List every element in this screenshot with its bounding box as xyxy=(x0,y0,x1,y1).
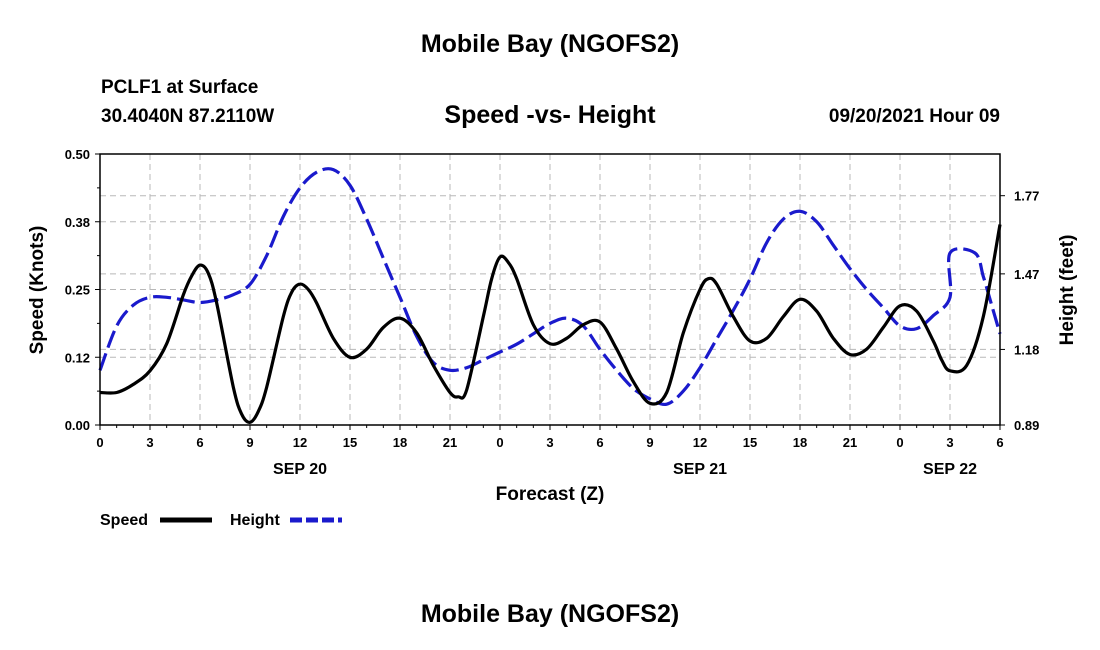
x-axis-title: Forecast (Z) xyxy=(496,484,605,505)
x-tick-label: 9 xyxy=(246,435,253,450)
legend: Speed Height xyxy=(100,512,342,529)
x-tick-label: 12 xyxy=(693,435,707,450)
chart-header-title: Mobile Bay (NGOFS2) xyxy=(420,30,680,58)
date-label: SEP 21 xyxy=(673,461,727,478)
grid-layer xyxy=(100,154,1000,425)
x-tick-label: 0 xyxy=(496,435,503,450)
x-tick-label: 9 xyxy=(646,435,653,450)
forecast-timestamp: 09/20/2021 Hour 09 xyxy=(828,106,1000,127)
date-label: SEP 22 xyxy=(923,461,977,478)
station-coordinates: 30.4040N 87.2110W xyxy=(101,106,275,127)
x-tick-label: 3 xyxy=(546,435,553,450)
x-tick-label: 0 xyxy=(96,435,103,450)
x-tick-label: 3 xyxy=(146,435,153,450)
date-label: SEP 20 xyxy=(273,461,327,478)
x-tick-label: 15 xyxy=(343,435,357,450)
x-tick-label: 6 xyxy=(596,435,603,450)
axis-layer: 0 3 6 9 12 15 18 21 0 3 6 9 12 15 18 21 0 3 6 SEP 20 SEP 21 S… xyxy=(65,147,1040,478)
y-tick-label-left: 0.50 xyxy=(65,147,90,162)
y-tick-label-left: 0.38 xyxy=(65,215,90,230)
x-tick-label: 21 xyxy=(843,435,857,450)
y-tick-label-left: 0.25 xyxy=(65,283,90,298)
x-tick-label: 21 xyxy=(443,435,457,450)
y-tick-label-right: 1.77 xyxy=(1014,189,1039,204)
x-tick-label: 15 xyxy=(743,435,757,450)
x-tick-label: 18 xyxy=(393,435,407,450)
right-axis-title: Height (feet) xyxy=(1057,235,1078,346)
x-tick-label: 18 xyxy=(793,435,807,450)
y-tick-label-right: 1.47 xyxy=(1014,267,1039,282)
x-tick-label: 0 xyxy=(896,435,903,450)
y-tick-label-right: 1.18 xyxy=(1014,342,1039,357)
x-tick-label: 12 xyxy=(293,435,307,450)
station-label: PCLF1 at Surface xyxy=(101,77,259,98)
legend-label-height: Height xyxy=(230,512,280,529)
x-tick-label: 6 xyxy=(996,435,1003,450)
series-layer xyxy=(98,167,1002,424)
y-tick-label-right: 0.89 xyxy=(1014,418,1039,433)
y-tick-label-left: 0.00 xyxy=(65,418,90,433)
y-tick-label-left: 0.12 xyxy=(65,350,90,365)
legend-label-speed: Speed xyxy=(100,512,148,529)
series-line-height xyxy=(98,167,1002,407)
x-tick-label: 3 xyxy=(946,435,953,450)
x-tick-label: 6 xyxy=(196,435,203,450)
left-axis-title: Speed (Knots) xyxy=(27,226,48,355)
chart-subtitle: Speed -vs- Height xyxy=(444,101,656,129)
chart-footer-title: Mobile Bay (NGOFS2) xyxy=(420,600,680,628)
series-line-speed xyxy=(99,224,1002,424)
